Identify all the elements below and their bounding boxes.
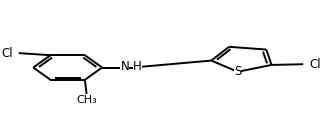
Text: Cl: Cl — [1, 47, 13, 60]
Text: Cl: Cl — [309, 58, 321, 71]
Text: N: N — [120, 60, 129, 73]
Text: H: H — [133, 60, 142, 73]
Text: CH₃: CH₃ — [76, 95, 97, 105]
Text: S: S — [234, 65, 241, 78]
